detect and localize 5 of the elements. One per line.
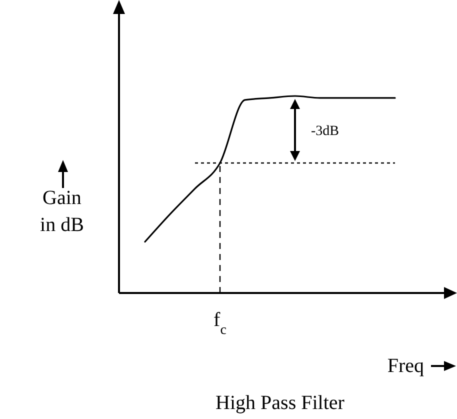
y-axis-title: Gain in dB <box>40 187 84 236</box>
x-axis-title: Freq <box>387 355 424 377</box>
text: f$_{c}$ <box>214 309 226 338</box>
text: High Pass Filter <box>216 392 345 414</box>
annotation: -3dB <box>311 124 339 139</box>
